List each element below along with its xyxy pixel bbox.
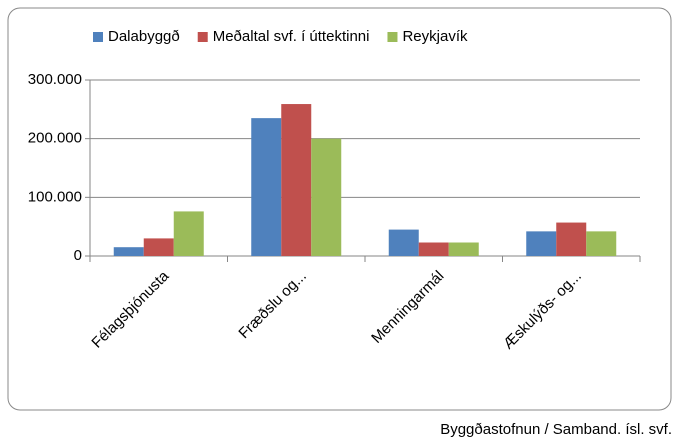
- bar: [311, 138, 342, 256]
- bar: [251, 118, 282, 256]
- bar: [143, 238, 174, 256]
- y-tick-label: 100.000: [28, 188, 82, 205]
- legend-swatch: [387, 32, 398, 42]
- legend-label: Meðaltal svf. í úttektinni: [213, 28, 370, 45]
- bar: [173, 211, 204, 256]
- y-tick-label: 300.000: [28, 71, 82, 88]
- bar: [586, 231, 617, 256]
- bar: [418, 242, 449, 256]
- y-tick-label: 200.000: [28, 130, 82, 147]
- legend-label: Dalabyggð: [108, 28, 180, 45]
- y-tick-label: 0: [74, 247, 82, 264]
- bar: [556, 222, 587, 256]
- bar: [448, 242, 479, 256]
- bar: [281, 104, 312, 256]
- bar: [526, 231, 557, 256]
- legend-swatch: [93, 32, 103, 42]
- legend-swatch: [197, 32, 208, 42]
- source-note: Byggðastofnun / Samband. ísl. svf.: [440, 421, 672, 438]
- bar: [113, 247, 144, 256]
- legend-label: Reykjavík: [402, 28, 468, 45]
- bar: [388, 229, 419, 256]
